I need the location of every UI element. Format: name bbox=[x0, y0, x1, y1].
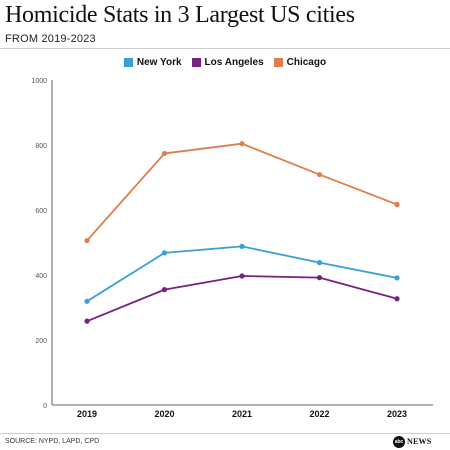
news-logo-text: NEWS bbox=[407, 437, 432, 446]
chart-title: Homicide Stats in 3 Largest US cities bbox=[5, 2, 355, 28]
series-line-los-angeles bbox=[86, 275, 398, 323]
legend-item-new-york: New York bbox=[123, 56, 182, 68]
data-point-los-angeles bbox=[239, 273, 245, 279]
abc-news-logo: abc NEWS bbox=[393, 436, 445, 448]
header-divider bbox=[0, 48, 450, 49]
data-point-chicago bbox=[239, 141, 245, 147]
data-point-new-york bbox=[84, 298, 90, 304]
source-note: SOURCE: NYPD, LAPD, CPD bbox=[5, 438, 100, 445]
data-point-new-york bbox=[316, 260, 323, 266]
y-tick-label: 1000 bbox=[31, 78, 47, 85]
legend-item-los-angeles: Los Angeles bbox=[191, 56, 264, 68]
data-point-new-york bbox=[161, 250, 168, 256]
data-point-chicago bbox=[316, 171, 323, 178]
series-line-chicago bbox=[86, 142, 398, 242]
x-tick-label: 2020 bbox=[154, 409, 174, 419]
legend-label-new-york: New York bbox=[136, 56, 182, 68]
data-point-new-york bbox=[394, 275, 400, 281]
legend-item-chicago: Chicago bbox=[273, 56, 327, 68]
x-tick-label: 2019 bbox=[77, 409, 97, 419]
legend-label-los-angeles: Los Angeles bbox=[204, 56, 264, 68]
data-point-los-angeles bbox=[316, 275, 323, 281]
legend-swatch-new-york bbox=[123, 57, 133, 67]
data-point-los-angeles bbox=[84, 318, 90, 324]
legend-label-chicago: Chicago bbox=[286, 56, 327, 68]
y-tick-label: 800 bbox=[35, 143, 47, 150]
y-tick-label: 400 bbox=[35, 273, 47, 280]
data-point-los-angeles bbox=[161, 287, 168, 293]
x-tick-label: 2022 bbox=[309, 409, 329, 419]
data-point-chicago bbox=[161, 150, 168, 157]
data-point-new-york bbox=[239, 243, 245, 249]
abc-logo-mark: abc bbox=[393, 436, 405, 448]
y-tick-label: 200 bbox=[35, 338, 47, 345]
x-tick-label: 2023 bbox=[387, 409, 407, 419]
x-tick-label: 2021 bbox=[232, 409, 252, 419]
line-chart: 0 200 400 600 800 1000 2019 2020 2021 2022 2023 bbox=[31, 78, 433, 419]
data-point-chicago bbox=[84, 237, 90, 244]
chart-subtitle: FROM 2019-2023 bbox=[5, 33, 96, 45]
data-point-los-angeles bbox=[394, 296, 400, 302]
legend-swatch-chicago bbox=[273, 57, 283, 67]
footer-divider bbox=[0, 433, 450, 434]
chart-legend: New York Los Angeles Chicago bbox=[0, 54, 450, 70]
y-tick-label: 600 bbox=[35, 208, 47, 215]
legend-swatch-los-angeles bbox=[191, 57, 201, 67]
y-tick-label: 0 bbox=[43, 403, 47, 410]
data-point-chicago bbox=[394, 201, 400, 208]
